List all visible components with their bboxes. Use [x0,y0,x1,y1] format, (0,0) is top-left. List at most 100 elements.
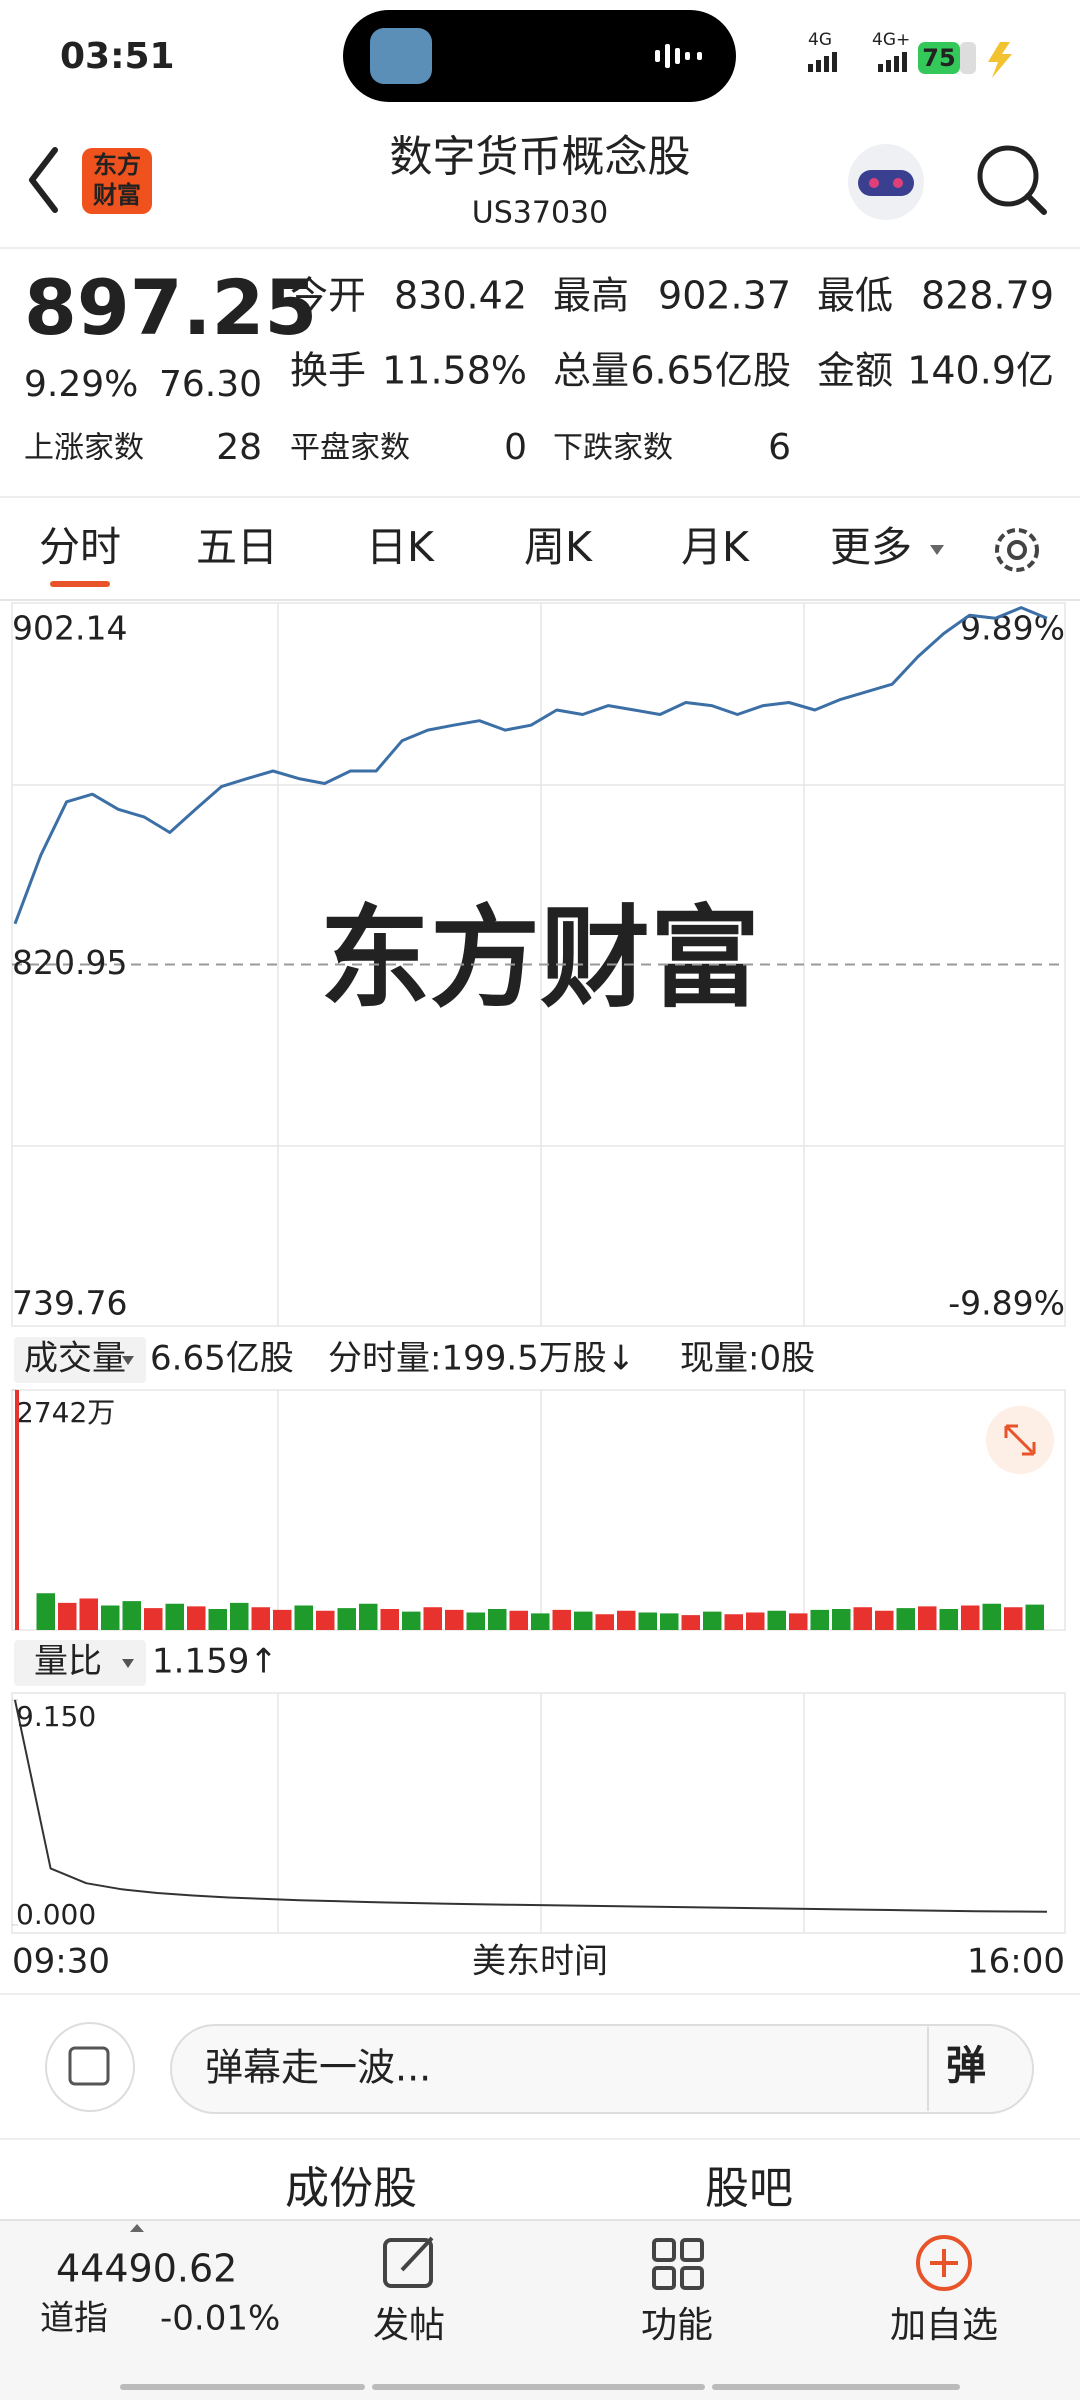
breadth-label: 下跌家数 [553,431,673,466]
nav-item[interactable]: 功能 [641,2305,713,2346]
avatar-visor [858,170,914,196]
change-percent: 9.29% [24,364,138,405]
y-tick-label: 902.14 [12,609,127,648]
volume-bar [531,1613,550,1630]
comment-input[interactable] [170,2024,1034,2114]
volume-bar [144,1608,163,1630]
stat-value: 140.9亿 [907,349,1054,393]
x-axis-label: 09:30 [12,1942,110,1982]
y2-tick-label: 9.89% [960,609,1065,648]
chart-tab[interactable]: 五日 [196,523,278,571]
volume-bar [294,1605,313,1630]
volume-bar [423,1607,442,1630]
volume-bar [896,1608,915,1630]
back-button[interactable] [29,147,58,213]
stat-value: 6.65亿股 [630,349,791,393]
section-tab[interactable]: 成份股 [285,2163,417,2214]
volume-bar [789,1613,808,1630]
volume-bar [15,1390,19,1630]
stat-label: 今开 [290,274,366,318]
chart-tab[interactable]: 更多 [830,523,912,571]
ratio-value: 1.159↑ [152,1642,278,1682]
status-time: 03:51 [60,36,175,77]
selector-box[interactable] [14,1640,146,1686]
avatar-eye [869,178,879,188]
volume-selector: 成交量 [24,1339,126,1379]
volume-bar [122,1601,141,1630]
index-name: 道指 [40,2299,108,2339]
volume-bar [681,1615,700,1630]
network-label: 4G+ [872,30,910,50]
y2-tick-label: -9.89% [948,1284,1065,1323]
volume-bar [316,1610,335,1630]
chart-tab[interactable]: 分时 [39,523,121,571]
y-tick-label: 739.76 [12,1284,127,1323]
volume-bar [660,1613,679,1630]
volume-bar [402,1611,421,1630]
volume-total: 6.65亿股 [150,1339,294,1379]
series-line [14,1699,1048,1913]
nav-item[interactable]: 加自选 [890,2305,998,2346]
y-tick-label: 2742万 [16,1396,115,1429]
dropdown-caret [930,545,944,555]
last-price: 897.25 [24,263,317,352]
volume-bar [208,1608,227,1630]
breadth-label: 上涨家数 [24,431,144,466]
volume-bar [918,1606,937,1630]
signal-bars [808,52,907,72]
chart-tab[interactable]: 月K [681,523,750,571]
volume-bar [101,1605,120,1630]
search-button[interactable] [977,145,1047,215]
volume-bar [380,1608,399,1630]
charging-icon [988,42,1012,78]
avatar-eye [893,178,903,188]
comment-settings[interactable] [45,2022,135,2112]
logo-text: 财富 [93,181,141,209]
danmaku-button[interactable]: 弹 [946,2043,986,2089]
app-logo [82,148,152,214]
volume-bar [466,1612,485,1630]
section-tab[interactable]: 股吧 [705,2163,793,2214]
ratio-selector: 量比 [34,1642,102,1682]
minute-volume: 分时量:199.5万股↓ [328,1339,635,1379]
volume-bar [810,1609,829,1630]
functions-icon [652,2238,704,2290]
stat-value: 828.79 [921,274,1054,318]
dropdown-caret [122,1356,134,1365]
volume-bar [552,1609,571,1630]
volume-bar [875,1610,894,1630]
volume-bar [767,1610,786,1630]
stat-label: 最高 [553,274,629,318]
bottom-nav [0,2220,1080,2400]
stat-label: 最低 [817,274,893,318]
volume-bar [574,1611,593,1630]
volume-bar [509,1610,528,1630]
volume-bar [1025,1604,1044,1630]
logo-text: 东方 [93,151,141,179]
volume-bar [273,1609,292,1630]
change-amount: 76.30 [159,364,262,405]
volume-bar [1004,1607,1023,1630]
volume-bar [982,1603,1001,1630]
volume-bar [853,1607,872,1630]
volume-bar [961,1605,980,1630]
home-indicator [120,2384,960,2390]
breadth-label: 平盘家数 [290,431,410,466]
settings-button[interactable] [995,528,1039,572]
chart-tab[interactable]: 周K [524,523,593,571]
series-line [13,606,1048,925]
volume-bar [617,1610,636,1630]
x-axis-title: 美东时间 [472,1942,608,1982]
network-label: 4G [808,30,832,50]
volume-bar [638,1612,657,1630]
index-change: -0.01% [160,2299,280,2339]
chart-tab[interactable]: 日K [366,523,435,571]
breadth-value: 0 [504,427,527,468]
selector-box[interactable] [14,1337,146,1383]
volume-bar [746,1612,765,1630]
current-volume: 现量:0股 [680,1339,815,1379]
nav-item[interactable]: 发帖 [373,2305,445,2346]
comment-placeholder: 弹幕走一波... [205,2046,431,2090]
volume-bar [832,1608,851,1630]
